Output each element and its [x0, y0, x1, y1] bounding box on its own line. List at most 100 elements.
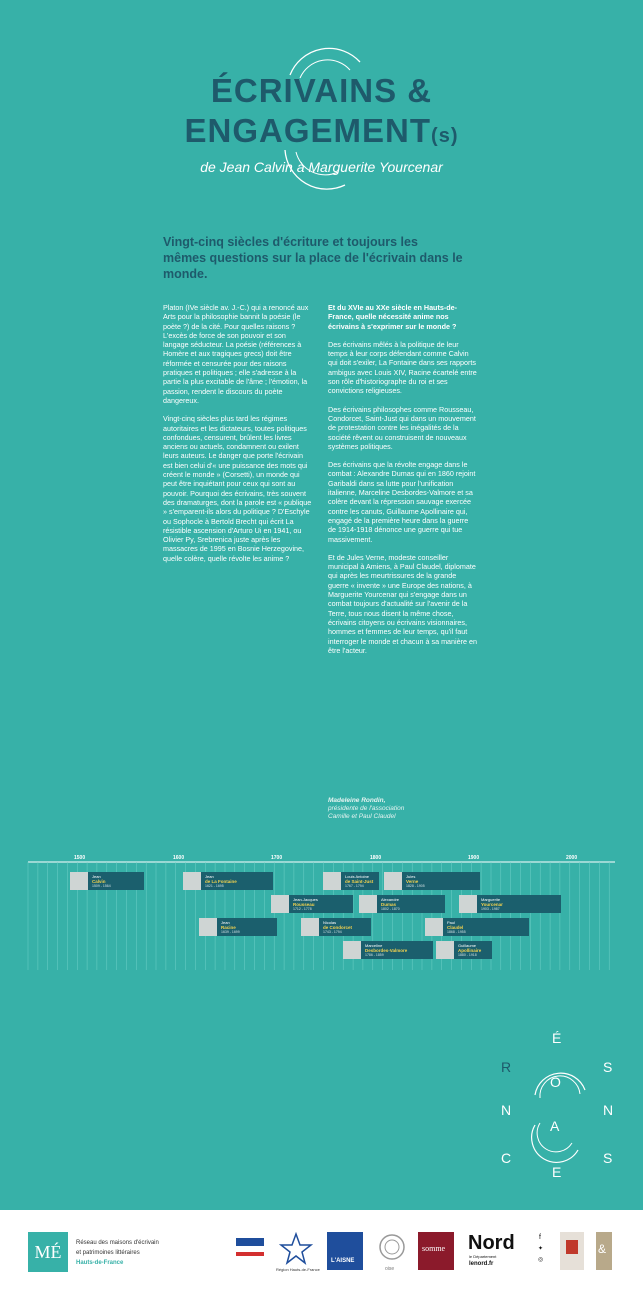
writer-last-name: Dumas — [381, 902, 397, 907]
right-column: Et du XVIe au XXe siècle en Hauts-de-Fra… — [328, 303, 478, 664]
timeline-writer-yourcenar: Marguerite Yourcenar 1903 - 1987 — [459, 895, 561, 913]
writer-first-name: Jean — [92, 874, 101, 879]
nord-logo-subtitle: le Département — [469, 1254, 497, 1259]
writer-last-name: de La Fontaine — [205, 879, 237, 884]
portrait-icon — [199, 918, 217, 936]
writer-dates: 1639 - 1699 — [221, 930, 240, 934]
region-logo-text: Région Hauts-de-France — [276, 1267, 320, 1272]
writer-first-name: Jean — [205, 874, 214, 879]
republic-logo — [236, 1232, 264, 1270]
right-paragraph-1: Des écrivains mêlés à la politique de le… — [328, 339, 477, 396]
nord-logo-url: lenord.fr — [469, 1261, 494, 1267]
ampersand-icon: & — [598, 1242, 607, 1256]
somme-logo: somme — [418, 1232, 454, 1270]
writer-first-name: Jean — [221, 920, 230, 925]
aisne-logo-text: L'AISNE — [331, 1258, 355, 1264]
writer-dates: 1621 - 1695 — [205, 884, 224, 888]
title-suffix: (s) — [431, 125, 459, 147]
oise-logo-text: oise — [385, 1266, 395, 1272]
writer-last-name: Racine — [221, 925, 236, 930]
writer-last-name: de Condorcet — [323, 925, 353, 930]
somme-logo-text: somme — [422, 1244, 446, 1253]
left-paragraph-1: Platon (IVe siècle av. J.-C.) qui a reno… — [163, 303, 309, 405]
network-region: Hauts-de-France — [76, 1260, 124, 1266]
figure-icon — [566, 1240, 578, 1254]
portrait-icon — [459, 895, 477, 913]
title-line-2: ENGAGEMENT(s) — [0, 112, 643, 150]
portrait-icon — [271, 895, 289, 913]
author-signature: Madeleine Rondin, présidente de l'associ… — [328, 797, 404, 821]
writer-last-name: de Saint-Just — [345, 879, 374, 884]
timeline-writer-desbordes-valmore: Marceline Desbordes-Valmore 1786 - 1859 — [343, 941, 433, 959]
title-arcs-decoration — [284, 47, 361, 190]
timeline-writer-saint-just: Louis Antoine de Saint-Just 1767 - 1794 — [323, 872, 379, 890]
portrait-icon — [425, 918, 443, 936]
writer-last-name: Calvin — [92, 879, 106, 884]
timeline-writer-dumas: Alexandre Dumas 1802 - 1870 — [359, 895, 445, 913]
resonances-letter-n-2: N — [603, 1102, 614, 1118]
author-role-2: Camille et Paul Claudel — [328, 813, 396, 820]
tick-label-1800: 1800 — [370, 855, 382, 861]
writer-first-name: Louis Antoine — [345, 874, 370, 879]
timeline-writer-apollinaire: Guillaume Apollinaire 1880 - 1918 — [436, 941, 492, 959]
portrait-icon — [301, 918, 319, 936]
timeline-writer-verne: Jules Verne 1828 - 1905 — [384, 872, 480, 890]
portrait-icon — [70, 872, 88, 890]
intro-heading: Vingt-cinq siècles d'écriture et toujour… — [163, 235, 463, 281]
writer-first-name: Guillaume — [458, 943, 477, 948]
writer-last-name: Rousseau — [293, 902, 315, 907]
writer-first-name: Alexandre — [381, 897, 400, 902]
right-question: Et du XVIe au XXe siècle en Hauts-de-Fra… — [328, 303, 458, 331]
social-icons: f ✦ ◎ — [538, 1232, 548, 1270]
writer-dates: 1712 - 1778 — [293, 907, 312, 911]
oise-logo — [379, 1234, 405, 1260]
partner-illustration-logo — [560, 1232, 584, 1270]
timeline-writer-la-fontaine: Jean de La Fontaine 1621 - 1695 — [183, 872, 273, 890]
author-role-1: présidente de l'association — [328, 805, 405, 812]
writer-dates: 1786 - 1859 — [365, 953, 384, 957]
footer-partners-bar — [0, 1210, 643, 1290]
writer-first-name: Paul — [447, 920, 456, 925]
tick-label-1900: 1900 — [468, 855, 480, 861]
right-paragraph-4: Et de Jules Verne, modeste conseiller mu… — [328, 552, 478, 655]
writer-dates: 1828 - 1905 — [406, 884, 425, 888]
portrait-icon — [359, 895, 377, 913]
writer-first-name: Marceline — [365, 943, 383, 948]
right-paragraph-2: Des écrivains philosophes comme Rousseau… — [328, 404, 476, 451]
writer-dates: 1802 - 1870 — [381, 907, 400, 911]
resonances-letter-o: O — [550, 1074, 561, 1090]
title-main-word: ENGAGEMENT — [184, 112, 432, 149]
network-logo: MÉ — [28, 1232, 68, 1272]
writer-dates: 1903 - 1987 — [481, 907, 500, 911]
subtitle: de Jean Calvin à Marguerite Yourcenar — [200, 159, 443, 175]
twitter-icon: ✦ — [538, 1246, 544, 1252]
resonances-letter-c: C — [501, 1150, 512, 1166]
timeline-writer-claudel: Paul Claudel 1868 - 1955 — [425, 918, 529, 936]
writer-first-name: Jean-Jacques — [293, 897, 318, 902]
resonances-logo-arcs — [531, 1072, 586, 1163]
network-name: Réseau des maisons d'écrivain et patrimo… — [76, 1238, 206, 1268]
resonances-letter-a: A — [550, 1118, 560, 1134]
left-paragraph-2: Vingt-cinq siècles plus tard les régimes… — [163, 414, 312, 563]
aisne-logo: L'AISNE — [327, 1232, 363, 1270]
title-line-1: ÉCRIVAINS & — [210, 72, 433, 109]
instagram-icon: ◎ — [538, 1257, 544, 1263]
left-column: Platon (IVe siècle av. J.-C.) qui a reno… — [163, 303, 313, 572]
author-name: Madeleine Rondin, — [328, 797, 386, 804]
timeline-writer-calvin: Jean Calvin 1509 - 1564 — [70, 872, 144, 890]
writer-dates: 1868 - 1955 — [447, 930, 466, 934]
resonances-letter-e-accent: É — [552, 1030, 562, 1046]
region-star-logo — [279, 1232, 313, 1265]
writer-last-name: Desbordes-Valmore — [365, 948, 408, 953]
writer-last-name: Yourcenar — [481, 902, 503, 907]
facebook-icon: f — [539, 1234, 541, 1241]
writer-first-name: Jules — [406, 874, 416, 879]
network-line-2: et patrimoines littéraires — [76, 1250, 140, 1256]
portrait-icon — [343, 941, 361, 959]
timeline-writer-rousseau: Jean-Jacques Rousseau 1712 - 1778 — [271, 895, 353, 913]
portrait-icon — [183, 872, 201, 890]
resonances-letter-n-1: N — [501, 1102, 512, 1118]
portrait-icon — [384, 872, 402, 890]
writer-last-name: Verne — [406, 879, 419, 884]
resonances-letter-s-2: S — [603, 1150, 613, 1166]
